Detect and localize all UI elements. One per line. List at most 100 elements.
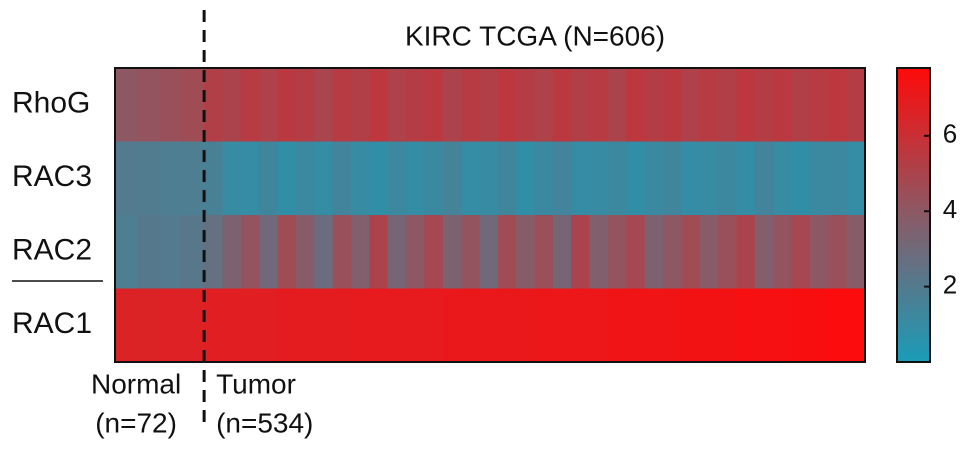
heatmap-cell (828, 68, 848, 142)
heatmap-cell (314, 141, 334, 216)
heatmap-cell (828, 215, 848, 289)
heatmap-cell (159, 288, 183, 363)
heatmap-cell (222, 215, 242, 289)
heatmap-cell (497, 215, 517, 289)
heatmap-cell (571, 141, 591, 216)
heatmap-cell (699, 215, 719, 289)
heatmap-cell (699, 288, 719, 363)
heatmap-cell (314, 68, 334, 142)
heatmap-cell (442, 288, 462, 363)
heatmap-cell (607, 288, 627, 363)
heatmap-cell (534, 215, 554, 289)
heatmap-cell (552, 68, 572, 142)
heatmap-cell (607, 215, 627, 289)
heatmap-cell (479, 288, 499, 363)
heatmap-cell (314, 288, 334, 363)
heatmap-cell (681, 68, 701, 142)
heatmap-cell (387, 288, 407, 363)
heatmap-cell (259, 288, 279, 363)
heatmap-cell (663, 288, 683, 363)
heatmap-cell (718, 68, 738, 142)
heatmap-cell (295, 215, 315, 289)
heatmap-cell (277, 288, 297, 363)
heatmap-cell (461, 141, 481, 216)
group-count: (n=72) (95, 407, 177, 438)
heatmap-cell (516, 68, 536, 142)
group-label: Normal (91, 368, 181, 399)
heatmap-cell (406, 68, 426, 142)
heatmap-cell (497, 288, 517, 363)
heatmap-cell (846, 141, 866, 216)
heatmap-cell (663, 68, 683, 142)
group-count: (n=534) (216, 407, 313, 438)
heatmap-cell (773, 141, 793, 216)
heatmap-cell (137, 288, 161, 363)
heatmap-cell (828, 288, 848, 363)
heatmap-cell (204, 141, 224, 216)
heatmap-cell (332, 141, 352, 216)
heatmap-cell (809, 215, 829, 289)
heatmap-cell (204, 288, 224, 363)
heatmap-cell (479, 215, 499, 289)
heatmap-cell (718, 215, 738, 289)
heatmap-cell (222, 141, 242, 216)
heatmap-cell (516, 141, 536, 216)
row-label: RAC1 (12, 307, 92, 340)
group-label: Tumor (216, 368, 296, 399)
heatmap-cell (571, 288, 591, 363)
heatmap-cell (277, 215, 297, 289)
heatmap-cell (259, 68, 279, 142)
heatmap-cell (699, 68, 719, 142)
heatmap-cell (552, 141, 572, 216)
heatmap-cell (552, 215, 572, 289)
heatmap-cell (387, 141, 407, 216)
heatmap-cell (754, 215, 774, 289)
heatmap-cell (115, 68, 138, 142)
heatmap-cell (424, 68, 444, 142)
heatmap-cell (497, 141, 517, 216)
heatmap-cell (773, 215, 793, 289)
heatmap-cell (424, 141, 444, 216)
heatmap-cell (350, 215, 370, 289)
heatmap-cell (846, 68, 866, 142)
heatmap-cell (240, 68, 260, 142)
heatmap-cell (222, 68, 242, 142)
heatmap-cell (204, 215, 224, 289)
heatmap-cell (497, 68, 517, 142)
heatmap-cell (571, 68, 591, 142)
heatmap-cell (137, 215, 161, 289)
heatmap-cell (222, 288, 242, 363)
heatmap-cell (115, 288, 138, 363)
heatmap-cell (295, 68, 315, 142)
heatmap-cell (846, 288, 866, 363)
heatmap-cell (846, 215, 866, 289)
heatmap-cell (387, 68, 407, 142)
heatmap-cell (552, 288, 572, 363)
heatmap-cell (681, 215, 701, 289)
heatmap-cell (204, 68, 224, 142)
heatmap-cell (626, 215, 646, 289)
heatmap-cell (479, 68, 499, 142)
heatmap-cell (387, 215, 407, 289)
row-label: RhoG (12, 87, 90, 120)
heatmap-cell (369, 215, 389, 289)
heatmap-cell (589, 141, 609, 216)
heatmap-cell (626, 288, 646, 363)
heatmap-cell (681, 288, 701, 363)
heatmap-cell (736, 288, 756, 363)
heatmap-frame (114, 67, 866, 363)
heatmap-cell (534, 68, 554, 142)
heatmap-cell (350, 288, 370, 363)
colorbar-tick-label: 4 (943, 194, 957, 224)
heatmap-cell (644, 288, 664, 363)
heatmap-cell (828, 141, 848, 216)
heatmap-cell (718, 288, 738, 363)
heatmap-cell (181, 215, 205, 289)
heatmap-cell (159, 68, 183, 142)
heatmap-cell (369, 288, 389, 363)
heatmap-cell (369, 68, 389, 142)
heatmap-cell (181, 141, 205, 216)
heatmap-cell (442, 68, 462, 142)
heatmap-cell (644, 141, 664, 216)
